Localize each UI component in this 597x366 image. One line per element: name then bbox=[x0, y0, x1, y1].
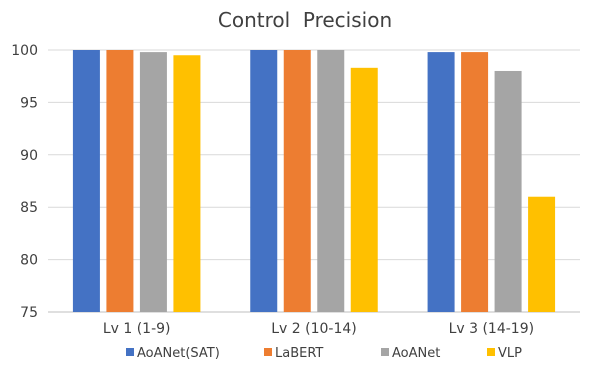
bar-aoanet-2 bbox=[317, 50, 345, 312]
bar-vlp-1 bbox=[173, 55, 201, 313]
legend-swatch bbox=[381, 348, 389, 356]
y-axis-ticks: 75 80 85 90 95 100 bbox=[11, 43, 38, 321]
bar-vlp-3 bbox=[528, 196, 556, 312]
bar-aoanet-sat--1 bbox=[72, 50, 100, 312]
y-tick-label: 90 bbox=[20, 148, 38, 164]
y-tick-label: 75 bbox=[20, 305, 38, 321]
bar-aoanet-3 bbox=[494, 70, 522, 313]
bars bbox=[72, 50, 556, 313]
gridlines bbox=[48, 49, 580, 313]
bar-aoanet-sat--3 bbox=[427, 52, 455, 312]
bar-vlp-2 bbox=[350, 67, 378, 312]
y-tick-label: 85 bbox=[20, 200, 38, 216]
bar-aoanet-sat--2 bbox=[250, 50, 278, 312]
bar-labert-2 bbox=[283, 50, 311, 312]
chart-title: Control Precision bbox=[218, 8, 392, 32]
x-axis-categories: Lv 1 (1-9) Lv 2 (10-14) Lv 3 (14-19) bbox=[103, 321, 534, 337]
x-category-label: Lv 1 (1-9) bbox=[103, 321, 171, 337]
x-category-label: Lv 3 (14-19) bbox=[449, 321, 535, 337]
legend-swatch bbox=[264, 348, 272, 356]
legend-swatch bbox=[487, 348, 495, 356]
x-category-label: Lv 2 (10-14) bbox=[271, 321, 357, 337]
legend-label: AoANet(SAT) bbox=[137, 346, 220, 361]
bar-labert-1 bbox=[106, 50, 134, 312]
legend-swatch bbox=[126, 348, 134, 356]
bar-aoanet-1 bbox=[139, 52, 167, 312]
y-tick-label: 100 bbox=[11, 43, 38, 59]
y-tick-label: 95 bbox=[20, 95, 38, 111]
legend-label: VLP bbox=[498, 346, 522, 361]
legend-label: LaBERT bbox=[275, 346, 323, 361]
y-tick-label: 80 bbox=[20, 253, 38, 269]
bar-labert-3 bbox=[461, 52, 489, 312]
legend-label: AoANet bbox=[392, 346, 440, 361]
legend: AoANet(SAT) LaBERT AoANet VLP bbox=[126, 346, 522, 361]
